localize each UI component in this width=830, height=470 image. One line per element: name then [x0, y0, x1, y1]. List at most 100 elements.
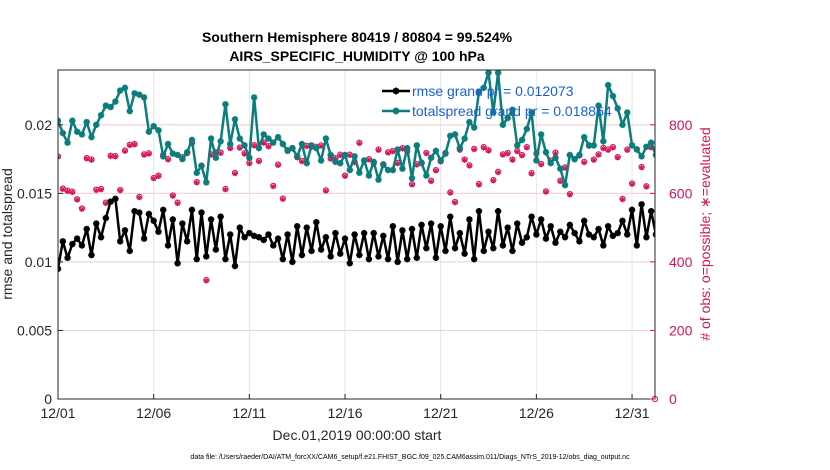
- totalspread-point: [647, 139, 655, 146]
- rmse-point: [69, 240, 76, 248]
- obs-evaluated-point: [504, 150, 511, 157]
- y-axis-label: rmse and totalspread: [0, 168, 15, 300]
- totalspread-point: [571, 155, 578, 163]
- obs-evaluated-point: [523, 144, 530, 151]
- totalspread-point: [427, 154, 435, 161]
- rmse-point: [121, 227, 129, 234]
- obs-evaluated-point: [509, 157, 516, 163]
- obs-evaluated-point: [117, 187, 123, 194]
- obs-evaluated-point: [112, 153, 119, 160]
- totalspread-point: [652, 151, 655, 159]
- obs-evaluated-point: [155, 173, 162, 180]
- totalspread-point: [672, 157, 678, 163]
- obs-evaluated-point: [303, 143, 310, 150]
- rmse-point: [404, 255, 411, 263]
- totalspread-point: [341, 151, 349, 159]
- totalspread-point: [298, 140, 306, 148]
- rmse-point: [451, 245, 459, 252]
- obs-evaluated-point: [246, 160, 253, 167]
- obs-evaluated-point: [672, 155, 678, 161]
- rmse-point: [337, 250, 344, 257]
- obs-evaluated-point: [236, 145, 243, 151]
- totalspread-point: [303, 160, 310, 167]
- rmse-point: [83, 225, 90, 233]
- obs-evaluated-point: [500, 152, 506, 158]
- obs-evaluated-point: [126, 142, 133, 149]
- rmse-point: [624, 231, 631, 238]
- totalspread-point: [461, 135, 468, 142]
- obs-evaluated-point: [390, 148, 396, 155]
- rmse-point: [509, 247, 516, 255]
- rmse-point: [442, 247, 449, 255]
- rmse-point: [533, 231, 540, 238]
- rmse-point: [585, 231, 593, 238]
- totalspread-point: [389, 166, 397, 174]
- totalspread-point: [193, 169, 200, 177]
- totalspread-point: [174, 151, 181, 159]
- totalspread-point: [595, 102, 602, 109]
- obs-evaluated-point: [543, 189, 549, 195]
- totalspread-point: [619, 121, 626, 129]
- rmse-point: [160, 206, 167, 214]
- rmse-point: [518, 239, 526, 246]
- totalspread-point: [126, 107, 133, 115]
- obs-evaluated-point: [74, 197, 80, 203]
- obs-evaluated-point: [385, 150, 391, 156]
- totalspread-point: [442, 150, 449, 157]
- totalspread-point: [351, 153, 358, 160]
- obs-evaluated-point: [275, 162, 281, 169]
- obs-evaluated-point: [265, 143, 272, 150]
- totalspread-point: [274, 133, 282, 141]
- obs-evaluated-point: [58, 154, 61, 160]
- obs-evaluated-point: [485, 148, 492, 154]
- totalspread-point: [279, 140, 287, 148]
- totalspread-point: [485, 70, 492, 76]
- rmse-point: [217, 213, 224, 220]
- rmse-point: [423, 245, 430, 252]
- rmse-point: [112, 195, 119, 203]
- totalspread-point: [317, 157, 325, 164]
- obs-evaluated-point: [447, 190, 454, 196]
- totalspread-point: [293, 153, 301, 160]
- rmse-point: [658, 183, 664, 189]
- obs-evaluated-point: [595, 152, 602, 158]
- totalspread-point: [308, 142, 315, 149]
- obs-evaluated-point: [538, 161, 544, 168]
- totalspread-point: [475, 88, 483, 96]
- rmse-point: [116, 238, 124, 245]
- totalspread-point: [456, 144, 464, 152]
- obs-evaluated-point: [677, 145, 683, 151]
- obs-evaluated-point: [409, 182, 415, 188]
- totalspread-point: [537, 131, 545, 138]
- rmse-point: [308, 247, 315, 255]
- rmse-point: [346, 260, 354, 267]
- rmse-point: [633, 242, 641, 249]
- obs-evaluated-point: [624, 147, 631, 153]
- totalspread-point: [643, 143, 650, 150]
- rmse-point: [604, 223, 612, 230]
- totalspread-point: [557, 165, 564, 172]
- totalspread-point: [322, 135, 330, 142]
- rmse-point: [169, 216, 177, 223]
- x-tick-label: 12/11: [232, 405, 266, 421]
- totalspread-point: [681, 163, 687, 169]
- rmse-point: [145, 210, 153, 218]
- obs-possible-point: [672, 154, 677, 159]
- totalspread-point: [150, 123, 157, 130]
- legend: rmse grand pr = 0.012073 totalspread gra…: [382, 83, 612, 119]
- totalspread-point: [413, 142, 420, 149]
- totalspread-point: [222, 101, 229, 108]
- rmse-point: [456, 229, 464, 237]
- series-0: [58, 183, 726, 272]
- x-axis-label: Dec.01,2019 00:00:00 start: [273, 427, 442, 443]
- rmse-point: [720, 212, 726, 218]
- rmse-point: [179, 220, 186, 227]
- obs-evaluated-point: [83, 155, 90, 162]
- totalspread-point: [212, 154, 220, 161]
- obs-evaluated-point: [490, 177, 497, 184]
- obs-evaluated-point: [658, 153, 664, 159]
- rmse-point: [595, 225, 602, 233]
- totalspread-point: [270, 139, 277, 146]
- obs-evaluated-point: [323, 188, 329, 194]
- rmse-point: [643, 234, 650, 241]
